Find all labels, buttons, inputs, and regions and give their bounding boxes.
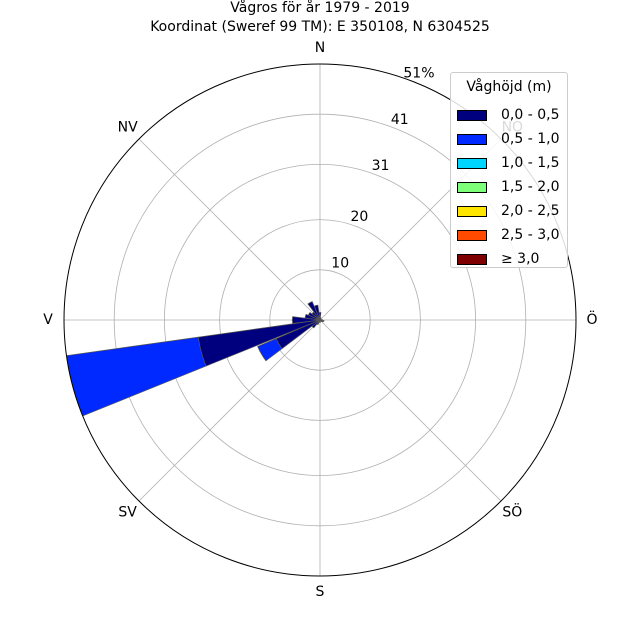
- sector-bar: [197, 319, 321, 367]
- legend-label: 1,0 - 1,5: [501, 155, 560, 171]
- legend-swatch: [457, 181, 487, 193]
- direction-label: S: [316, 584, 325, 600]
- sector-bar: [257, 338, 283, 362]
- radial-tick-label: 31: [372, 158, 390, 174]
- legend-item: 2,0 - 2,5: [457, 201, 559, 221]
- legend-label: 1,5 - 2,0: [501, 179, 560, 195]
- legend-label: 2,5 - 3,0: [501, 227, 560, 243]
- sector-bar: [307, 301, 321, 321]
- legend-title: Våghöjd (m): [466, 79, 552, 95]
- legend-swatch: [457, 253, 487, 265]
- legend-item: 1,5 - 2,0: [457, 177, 559, 197]
- outer-circle: [63, 63, 577, 577]
- legend-swatch: [457, 109, 487, 121]
- legend-item: 0,0 - 0,5: [457, 105, 559, 125]
- sector-bar: [292, 316, 321, 324]
- sector-bar: [66, 336, 207, 417]
- wave-rose-bars: [66, 301, 325, 417]
- direction-label: SÖ: [502, 502, 522, 520]
- chart-title: Vågros för år 1979 - 2019: [230, 0, 410, 16]
- legend-item: 2,5 - 3,0: [457, 225, 559, 245]
- polar-frame: [63, 63, 577, 577]
- legend: Våghöjd (m) 0,0 - 0,5 0,5 - 1,0 1,0 - 1,5 1…: [450, 72, 568, 268]
- grid-spoke: [319, 319, 502, 502]
- radial-tick-label: 51%: [403, 65, 434, 81]
- legend-label: 0,5 - 1,0: [501, 131, 560, 147]
- radial-tick-label: 20: [351, 209, 369, 225]
- legend-swatch: [457, 229, 487, 241]
- sector-bar: [313, 304, 321, 321]
- direction-label: N: [315, 40, 325, 56]
- legend-label: ≥ 3,0: [501, 251, 540, 267]
- legend-label: 0,0 - 0,5: [501, 107, 560, 123]
- legend-swatch: [457, 133, 487, 145]
- legend-label: 2,0 - 2,5: [501, 203, 560, 219]
- legend-item: 1,0 - 1,5: [457, 153, 559, 173]
- chart-subtitle: Koordinat (Sweref 99 TM): E 350108, N 63…: [150, 19, 490, 35]
- direction-label: NV: [118, 120, 138, 136]
- legend-swatch: [457, 157, 487, 169]
- legend-item: ≥ 3,0: [457, 249, 539, 269]
- legend-item: 0,5 - 1,0: [457, 129, 559, 149]
- radial-tick-label: 10: [331, 256, 349, 272]
- direction-label: SV: [118, 504, 137, 520]
- polar-grid: [64, 64, 576, 576]
- direction-label: V: [43, 312, 53, 328]
- radial-tick-label: 41: [391, 112, 409, 128]
- grid-spoke: [138, 138, 321, 321]
- direction-label: Ö: [586, 310, 597, 328]
- legend-swatch: [457, 205, 487, 217]
- grid-spoke: [138, 319, 321, 502]
